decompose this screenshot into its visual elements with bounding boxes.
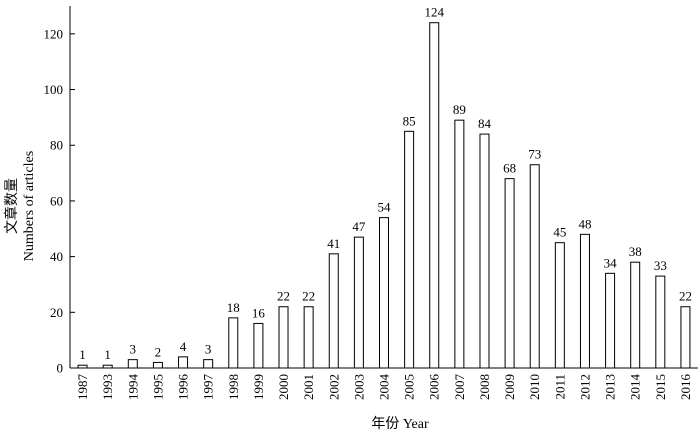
- bar: [253, 322, 264, 369]
- data-label: 16: [252, 305, 266, 320]
- bar: [228, 317, 239, 369]
- data-label: 68: [503, 161, 516, 176]
- x-tick-label: 1994: [125, 374, 140, 401]
- x-tick-label: 2001: [301, 374, 316, 400]
- bar: [328, 253, 339, 369]
- x-tick-label: 2003: [351, 374, 366, 400]
- data-label: 38: [629, 244, 642, 259]
- bar: [152, 361, 163, 369]
- y-tick-label: 80: [50, 138, 63, 153]
- bar: [178, 356, 189, 369]
- y-tick-label: 20: [50, 305, 63, 320]
- x-tick-label: 2011: [552, 374, 567, 400]
- data-label: 3: [205, 342, 212, 357]
- data-label: 85: [403, 113, 416, 128]
- y-tick-labels: 0 20 40 60 80 100 120: [44, 26, 64, 375]
- bar: [429, 22, 440, 369]
- bar: [278, 306, 289, 369]
- y-tick-label: 40: [50, 249, 63, 264]
- x-tick-label: 2007: [452, 374, 467, 401]
- bar: [379, 217, 389, 369]
- data-label: 22: [302, 289, 315, 304]
- data-label: 73: [528, 147, 541, 162]
- data-label: 33: [654, 258, 667, 273]
- x-tick-label: 2015: [653, 374, 668, 400]
- y-tick-label: 60: [50, 193, 63, 208]
- data-label: 18: [227, 300, 240, 315]
- y-axis-title-en: Numbers of articles: [22, 151, 37, 261]
- bar: [203, 359, 214, 369]
- data-label: 45: [553, 225, 566, 240]
- bar: [554, 242, 565, 369]
- x-axis-title: 年份 Year: [371, 416, 429, 432]
- data-label: 22: [277, 289, 290, 304]
- x-tick-label: 2000: [276, 374, 291, 400]
- data-label: 124: [424, 5, 444, 20]
- bar: [680, 306, 691, 369]
- data-label: 89: [453, 102, 466, 117]
- x-tick-labels: 1987 1993 1994 1995 1996 1997 1998 1999 2000 2001…: [75, 374, 693, 401]
- bar: [353, 236, 364, 369]
- data-label: 48: [578, 216, 591, 231]
- bar: [303, 306, 314, 369]
- x-tick-label: 2006: [427, 374, 442, 401]
- x-tick-label: 2012: [577, 374, 592, 400]
- x-tick-label: 1996: [176, 374, 191, 401]
- data-label: 34: [604, 255, 618, 270]
- bar: [605, 272, 616, 369]
- x-tick-label: 2005: [402, 374, 417, 400]
- y-axis-title-cn: 文章数量: [3, 178, 20, 234]
- bar: [127, 359, 138, 369]
- bar: [504, 178, 515, 369]
- x-tick-label: 1998: [226, 374, 241, 400]
- x-tick-label: 2004: [377, 374, 392, 401]
- x-tick-label: 1987: [75, 374, 90, 401]
- data-label: 4: [180, 339, 187, 354]
- x-tick-label: 1995: [150, 374, 165, 400]
- bar: [404, 130, 415, 369]
- data-labels: 1 1 3 2 4 3 18 16 22 22 41 47 54 85 124 89 84 68 73 45 48 34 3…: [79, 5, 692, 363]
- x-tick-label: 2014: [628, 374, 643, 401]
- y-axis-title: 文章数量 Numbers of articles: [3, 151, 37, 261]
- bar: [630, 261, 641, 369]
- data-label: 3: [130, 342, 137, 357]
- bar: [655, 275, 666, 369]
- bar: [77, 364, 88, 369]
- data-label: 2: [155, 344, 162, 359]
- y-tick-label: 0: [57, 361, 64, 376]
- bar: [579, 233, 590, 369]
- x-tick-label: 2002: [326, 374, 341, 400]
- data-label: 47: [352, 219, 366, 234]
- x-tick-label: 2008: [477, 374, 492, 400]
- data-label: 41: [327, 236, 340, 251]
- data-label: 1: [104, 347, 111, 362]
- data-label: 1: [79, 347, 86, 362]
- bar: [102, 364, 113, 369]
- data-label: 22: [679, 289, 692, 304]
- bars: [77, 22, 691, 369]
- x-tick-label: 2009: [502, 374, 517, 400]
- x-tick-label: 1997: [201, 374, 216, 401]
- x-tick-label: 1999: [251, 374, 266, 400]
- bar: [529, 164, 540, 369]
- x-tick-label: 2016: [678, 374, 693, 401]
- x-tick-label: 2010: [527, 374, 542, 400]
- y-tick-label: 120: [44, 26, 64, 41]
- data-label: 84: [478, 116, 492, 131]
- bar: [454, 119, 465, 369]
- y-tick-label: 100: [44, 82, 64, 97]
- bar: [479, 133, 490, 369]
- x-tick-label: 1993: [100, 374, 115, 400]
- data-label: 54: [378, 200, 392, 215]
- x-tick-label: 2013: [603, 374, 618, 400]
